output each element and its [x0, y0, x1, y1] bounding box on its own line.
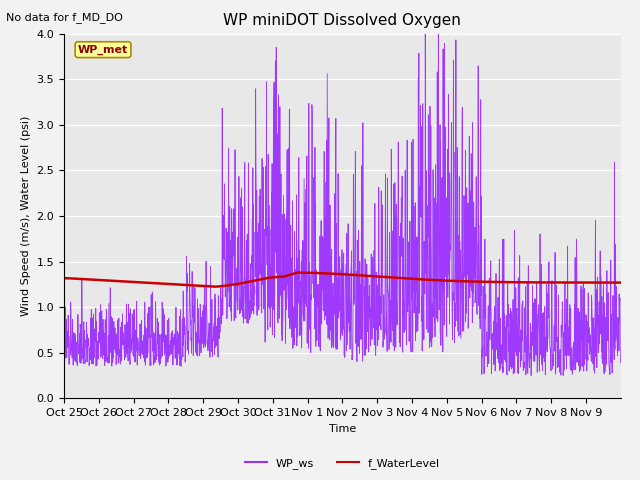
Text: WP_met: WP_met [78, 45, 128, 55]
f_WaterLevel [210, 284, 218, 289]
f_WaterLevel [499, 279, 507, 285]
Y-axis label: Wind Speed (m/s), Water Level (psi): Wind Speed (m/s), Water Level (psi) [21, 116, 31, 316]
f_WaterLevel [60, 276, 68, 281]
WP_ws [617, 360, 625, 366]
f_WaterLevel [294, 270, 301, 276]
f_WaterLevel [602, 280, 609, 286]
WP_ws [60, 357, 68, 362]
X-axis label: Time: Time [329, 424, 356, 433]
Line: f_WaterLevel: f_WaterLevel [64, 273, 621, 287]
f_WaterLevel [88, 277, 96, 283]
f_WaterLevel [601, 280, 609, 286]
f_WaterLevel [617, 280, 625, 286]
WP_ws [602, 359, 609, 364]
f_WaterLevel [332, 271, 339, 276]
WP_ws [316, 233, 324, 239]
Title: WP miniDOT Dissolved Oxygen: WP miniDOT Dissolved Oxygen [223, 13, 461, 28]
Legend: WP_ws, f_WaterLevel: WP_ws, f_WaterLevel [241, 453, 444, 473]
f_WaterLevel [317, 270, 324, 276]
WP_ws [88, 315, 96, 321]
WP_ws [601, 369, 609, 375]
WP_ws [559, 372, 567, 378]
Line: WP_ws: WP_ws [64, 34, 621, 375]
Text: No data for f_MD_DO: No data for f_MD_DO [6, 12, 124, 23]
WP_ws [421, 31, 429, 36]
WP_ws [331, 191, 339, 197]
WP_ws [499, 370, 506, 375]
